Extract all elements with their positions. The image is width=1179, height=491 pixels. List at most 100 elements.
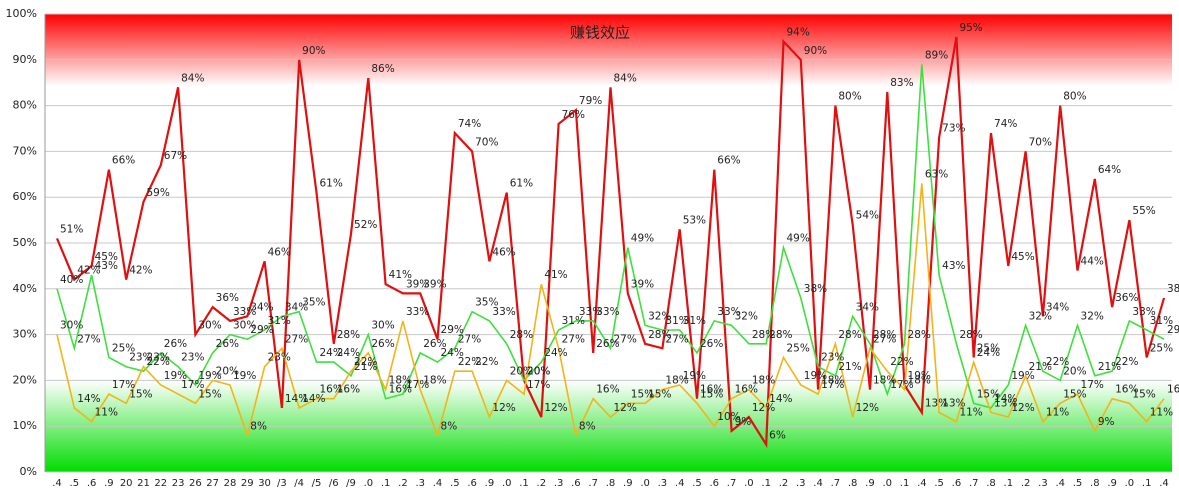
data-label: 18% [665,375,688,387]
data-label: 35% [302,297,325,309]
data-label: 27% [562,333,585,345]
x-tick-label: .4 [917,478,927,489]
data-label: 84% [614,72,637,84]
data-label: 12% [492,402,515,414]
x-tick-label: /3 [277,478,287,489]
data-label: 19% [908,370,931,382]
data-label: 16% [1167,384,1179,396]
x-tick-label: .4 [52,478,62,489]
data-label: 53% [683,214,706,226]
data-label: 73% [942,123,965,135]
x-tick-label: .5 [70,478,80,489]
data-label: 80% [1063,91,1086,103]
series-line [55,36,1166,449]
data-label: 16% [389,384,412,396]
x-tick-label: .4 [433,478,443,489]
data-label: 63% [925,168,948,180]
x-tick-label: .0 [1125,478,1135,489]
x-tick-label: .8 [848,478,858,489]
x-tick-label: .0 [744,478,754,489]
data-label: 15% [631,388,654,400]
data-label: 34% [856,301,879,313]
y-tick-label: 40% [13,282,37,295]
data-label: 22% [1046,356,1069,368]
data-label: 80% [838,91,861,103]
data-label: 24% [977,347,1000,359]
data-label: 32% [648,310,671,322]
data-label: 28% [908,329,931,341]
x-tick-label: .1 [381,478,391,489]
data-label: 49% [786,233,809,245]
data-label: 59% [146,187,169,199]
data-label: 34% [285,301,308,313]
data-label: 94% [786,26,809,38]
data-label: 14% [77,393,100,405]
x-tick-label: .4 [813,478,823,489]
data-label: 23% [268,352,291,364]
data-label: 22% [354,356,377,368]
data-label: 32% [1029,310,1052,322]
data-label: 12% [544,402,567,414]
data-label: 15% [648,388,671,400]
x-tick-label: .5 [692,478,702,489]
x-tick-label: .7 [831,478,841,489]
data-label: 17% [181,379,204,391]
data-label: 19% [804,370,827,382]
data-label: 30% [198,320,221,332]
x-tick-label: .3 [415,478,425,489]
data-label: 13% [942,397,965,409]
data-label: 18% [908,375,931,387]
data-label: 64% [1098,164,1121,176]
data-label: 27% [77,333,100,345]
x-tick-label: .9 [1107,478,1117,489]
data-label: 26% [216,338,239,350]
data-label: 19% [233,370,256,382]
data-label: 31% [562,315,585,327]
data-label: 11% [1046,407,1069,419]
data-label: 24% [544,347,567,359]
x-tick-label: .3 [658,478,668,489]
data-label: 17% [890,379,913,391]
data-label: 39% [406,278,429,290]
y-tick-label: 100% [6,7,37,20]
data-label: 66% [717,155,740,167]
data-label: 30% [233,320,256,332]
data-label: 54% [856,210,879,222]
y-tick-label: 90% [13,53,37,66]
x-tick-label: 21 [137,478,150,489]
data-label: 46% [492,246,515,258]
x-tick-label: .1 [1004,478,1014,489]
data-label: 43% [942,260,965,272]
data-label: 8% [250,420,267,432]
data-label: 17% [527,379,550,391]
data-label: 29% [1167,324,1179,336]
data-label: 33% [717,306,740,318]
data-label: 28% [959,329,982,341]
data-label: 22% [890,356,913,368]
data-label: 70% [1029,136,1052,148]
data-label: 18% [752,375,775,387]
data-label: 86% [371,63,394,75]
data-label: 16% [735,384,758,396]
data-label: 35% [475,297,498,309]
x-tick-label: .7 [727,478,737,489]
data-label: 19% [1011,370,1034,382]
x-tick-label: 20 [120,478,133,489]
data-label: 15% [977,388,1000,400]
x-tick-label: .1 [519,478,529,489]
data-label: 84% [181,72,204,84]
x-tick-label: /9 [346,478,356,489]
top-band [45,14,1172,86]
data-label: 23% [129,352,152,364]
data-label: 30% [371,320,394,332]
data-label: 89% [925,49,948,61]
data-label: 15% [198,388,221,400]
data-label: 17% [1081,379,1104,391]
data-label: 26% [164,338,187,350]
x-tick-label: .2 [1021,478,1031,489]
x-tick-label: .6 [710,478,720,489]
data-label: 12% [752,402,775,414]
data-label: 25% [977,343,1000,355]
x-tick-label: .9 [865,478,875,489]
